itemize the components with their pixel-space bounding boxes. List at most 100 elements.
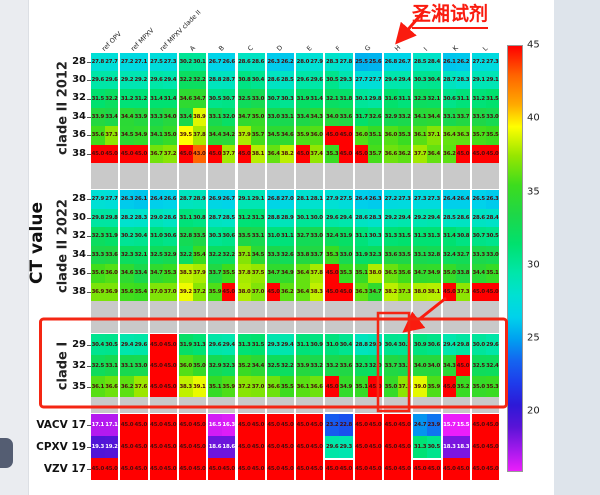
heatmap-cell: 37.7 36.4 <box>413 144 441 163</box>
separator-cell <box>266 397 295 413</box>
heatmap-value: 32.4 <box>325 227 340 246</box>
heatmap-cell: 30.1 29.8 <box>354 89 382 108</box>
heatmap-value: 34.1 <box>149 126 164 145</box>
heatmap-value: 45.0 <box>133 144 148 163</box>
heatmap-value: 37.7 <box>413 144 427 163</box>
heatmap-value: 30.9 <box>309 334 324 355</box>
heatmap-value: 26.4 <box>149 190 164 209</box>
heatmap-value: 32.4 <box>442 245 457 264</box>
heatmap-value: 30.4 <box>91 334 105 355</box>
heatmap-cell: 34.5 34.9 <box>120 126 148 145</box>
heatmap-value: 45.0 <box>471 144 486 163</box>
separator-cell <box>208 397 236 413</box>
heatmap-cell: 27.9 27.5 <box>325 190 353 209</box>
heatmap-value: 36.1 <box>91 376 105 397</box>
heatmap-cell: 45.0 45.0 <box>266 458 295 480</box>
heatmap-value: 34.1 <box>413 107 427 127</box>
heatmap-value: 33.8 <box>296 245 310 264</box>
heatmap-value: 27.2 <box>384 190 398 209</box>
heatmap-value: 45.0 <box>485 282 500 301</box>
heatmap-value: 32.2 <box>280 355 295 376</box>
heatmap-cell: 31.7 32.6 <box>354 107 382 127</box>
heatmap-value: 30.5 <box>104 334 119 355</box>
row-label: 38 <box>72 147 86 159</box>
heatmap-value: 45.0 <box>192 458 207 480</box>
heatmap-cell: 45.0 45.0 <box>266 436 295 458</box>
heatmap-value: 30.5 <box>426 436 441 458</box>
heatmap-value: 27.7 <box>104 190 119 209</box>
heatmap-value: 27.5 <box>149 52 164 71</box>
heatmap-cell: 28.7 28.9 <box>178 190 207 209</box>
heatmap-value: 33.5 <box>397 245 412 264</box>
heatmap-value: 29.6 <box>91 71 105 90</box>
heatmap-value: 30.2 <box>120 227 134 246</box>
heatmap-value: 45.0 <box>163 458 177 480</box>
heatmap-value: 45.0 <box>471 414 486 436</box>
heatmap-cell: 31.9 31.4 <box>296 89 324 108</box>
separator-cell <box>237 301 265 333</box>
colorbar-tick-label: 45 <box>527 39 540 51</box>
heatmap-value: 35.0 <box>163 126 177 145</box>
row-group-label: clade II 2012 <box>55 60 71 155</box>
heatmap-cell: 45.0 35.2 <box>442 376 470 397</box>
heatmap-cell: 32.9 33.2 <box>384 107 412 127</box>
heatmap-value: 37.2 <box>192 282 207 301</box>
heatmap-value: 29.8 <box>104 208 119 227</box>
heatmap-cell: 30.7 30.3 <box>266 89 295 108</box>
heatmap-value: 34.5 <box>266 126 281 145</box>
heatmap-cell: 31.3 30.5 <box>413 436 441 458</box>
heatmap-value: 31.7 <box>354 107 369 127</box>
heatmap-value: 29.8 <box>368 89 382 108</box>
heatmap-cell: 18.6 18.6 <box>208 436 236 458</box>
heatmap-value: 33.0 <box>309 227 324 246</box>
heatmap-value: 37.3 <box>397 376 412 397</box>
heatmap-value: 28.5 <box>221 208 236 227</box>
column-header: L <box>480 44 489 53</box>
heatmap-value: 37.0 <box>251 282 265 301</box>
heatmap-cell: 45.0 45.0 <box>325 126 353 145</box>
heatmap-cell: 45.0 45.0 <box>354 414 382 436</box>
heatmap-cell: 29.8 29.8 <box>91 208 119 227</box>
separator-cell <box>413 301 441 333</box>
heatmap-cell: 26.8 27.0 <box>266 190 295 209</box>
colorbar-tick-label: 20 <box>527 405 540 417</box>
heatmap-cell: 32.5 32.9 <box>149 245 177 264</box>
heatmap-cell: 31.9 32.3 <box>354 245 382 264</box>
heatmap-value: 37.3 <box>397 282 412 301</box>
heatmap-value: 31.5 <box>485 89 500 108</box>
heatmap-cell: 36.1 36.6 <box>91 376 119 397</box>
heatmap-value: 28.4 <box>426 52 441 71</box>
heatmap-cell: 33.0 33.1 <box>266 107 295 127</box>
heatmap-cell: 26.4 26.6 <box>149 190 177 209</box>
heatmap-value: 26.8 <box>266 190 281 209</box>
heatmap-value: 33.1 <box>280 107 295 127</box>
heatmap-cell: 32.5 33.1 <box>91 355 119 376</box>
heatmap-value: 45.0 <box>133 436 148 458</box>
heatmap-cell: 28.7 28.5 <box>208 208 236 227</box>
heatmap-value: 45.0 <box>309 458 324 480</box>
heatmap-value: 31.2 <box>120 89 134 108</box>
heatmap-value: 35.9 <box>426 376 441 397</box>
heatmap-value: 31.5 <box>251 334 265 355</box>
heatmap-value: 33.8 <box>456 264 470 283</box>
heatmap-cell: 33.1 33.7 <box>442 107 470 127</box>
heatmap-value: 16.3 <box>221 414 236 436</box>
heatmap-value: 27.3 <box>426 190 441 209</box>
heatmap-value: 34.5 <box>120 126 134 145</box>
heatmap-cell: 45.0 45.0 <box>471 436 500 458</box>
heatmap-cell: 36.7 37.2 <box>149 144 177 163</box>
heatmap-value: 31.1 <box>280 227 295 246</box>
heatmap-value: 32.9 <box>163 245 177 264</box>
heatmap-value: 28.6 <box>354 208 369 227</box>
heatmap-cell: 33.5 33.0 <box>471 107 500 127</box>
heatmap-value: 35.6 <box>91 264 105 283</box>
heatmap-value: 45.0 <box>325 264 340 283</box>
heatmap-cell: 36.6 35.5 <box>266 376 295 397</box>
heatmap-cell: 45.0 45.0 <box>354 458 382 480</box>
row-label: 36 <box>72 267 86 278</box>
heatmap-cell: 34.1 34.4 <box>413 107 441 127</box>
heatmap-value: 28.6 <box>471 208 486 227</box>
heatmap-value: 28.1 <box>296 190 310 209</box>
heatmap-value: 45.0 <box>104 458 119 480</box>
heatmap-value: 36.6 <box>104 376 119 397</box>
